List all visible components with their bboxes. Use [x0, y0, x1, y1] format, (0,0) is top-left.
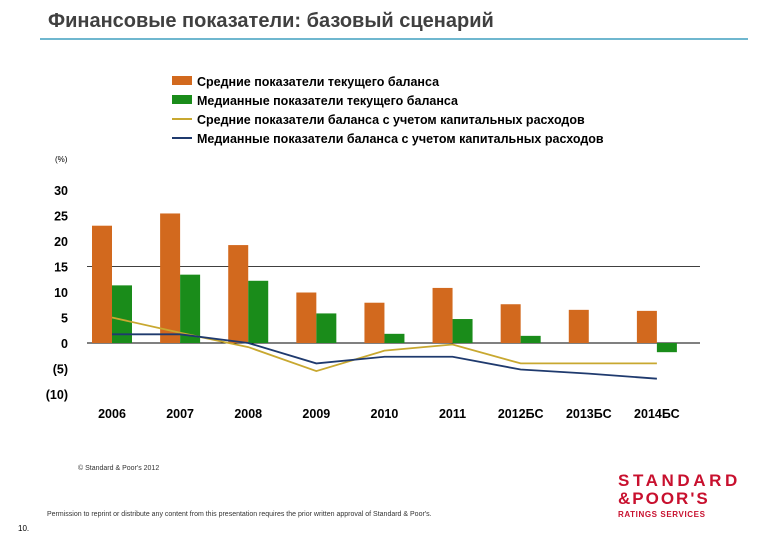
bar-median-2008 — [248, 280, 269, 343]
title-divider — [40, 38, 748, 40]
x-tick-label: 2010 — [371, 407, 399, 421]
y-axis-ticks: 30 25 20 15 10 5 0 (5) (10) — [46, 184, 68, 402]
x-tick-label: 2014БС — [634, 407, 680, 421]
y-tick-label: 25 — [54, 210, 68, 224]
y-tick-label: (5) — [53, 363, 68, 377]
x-tick-label: 2009 — [302, 407, 330, 421]
bar-median-2006 — [112, 285, 132, 343]
bar-median-2012БС — [520, 335, 541, 343]
x-tick-label: 2011 — [439, 407, 466, 421]
x-axis-ticks: 2006 2007 2008 2009 2010 2011 2012БС 2013БС 2014… — [98, 407, 680, 421]
y-axis-unit-label: (%) — [55, 155, 68, 164]
legend-label-4: Медианные показатели баланса с учетом ка… — [197, 132, 604, 146]
line-median-capex — [112, 333, 657, 380]
logo-line-1: STANDARD — [618, 471, 741, 490]
bar-mean-2011 — [432, 287, 453, 343]
sp-logo: STANDARD &POOR'S RATINGS SERVICES — [618, 471, 748, 520]
bar-median-2009 — [316, 313, 337, 343]
y-tick-label: 20 — [54, 235, 68, 249]
legend-swatch-2 — [172, 95, 192, 104]
y-tick-label: 30 — [54, 184, 68, 198]
bar-median-2011 — [452, 319, 473, 343]
bar-median-2007 — [180, 274, 201, 343]
legend-label-2: Медианные показатели текущего баланса — [197, 94, 459, 108]
x-tick-label: 2013БС — [566, 407, 612, 421]
x-tick-label: 2007 — [166, 407, 194, 421]
line-series — [111, 316, 657, 380]
bar-mean-2006 — [92, 225, 112, 343]
legend-label-3: Средние показатели баланса с учетом капи… — [197, 113, 585, 127]
chart-legend: Средние показатели текущего баланса Медиа… — [172, 75, 604, 146]
logo-line-2: &POOR'S — [618, 489, 710, 508]
page-title: Финансовые показатели: базовый сценарий — [48, 10, 494, 32]
permission-notice: Permission to reprint or distribute any … — [47, 511, 432, 518]
y-tick-label: (10) — [46, 388, 68, 402]
legend-swatch-1 — [172, 76, 192, 85]
bar-mean-2013БС — [568, 309, 589, 343]
legend-label-1: Средние показатели текущего баланса — [197, 75, 440, 89]
page-number: 10. — [18, 524, 30, 533]
copyright-note: © Standard & Poor's 2012 — [78, 465, 160, 472]
y-tick-label: 15 — [54, 261, 68, 275]
y-tick-label: 0 — [61, 337, 68, 351]
bar-mean-2007 — [160, 213, 181, 343]
bar-mean-2009 — [296, 292, 317, 343]
bar-mean-2008 — [228, 245, 249, 343]
bar-mean-2014БС — [636, 310, 657, 343]
bar-mean-2012БС — [500, 304, 521, 343]
bar-mean-2010 — [364, 302, 385, 343]
bar-median-2010 — [384, 333, 405, 343]
x-tick-label: 2012БС — [498, 407, 544, 421]
y-tick-label: 5 — [61, 312, 68, 326]
bar-median-2014БС — [656, 343, 677, 353]
logo-line-3: RATINGS SERVICES — [618, 510, 706, 519]
x-tick-label: 2008 — [234, 407, 262, 421]
y-tick-label: 10 — [54, 286, 68, 300]
bar-series — [92, 213, 677, 353]
x-tick-label: 2006 — [98, 407, 126, 421]
